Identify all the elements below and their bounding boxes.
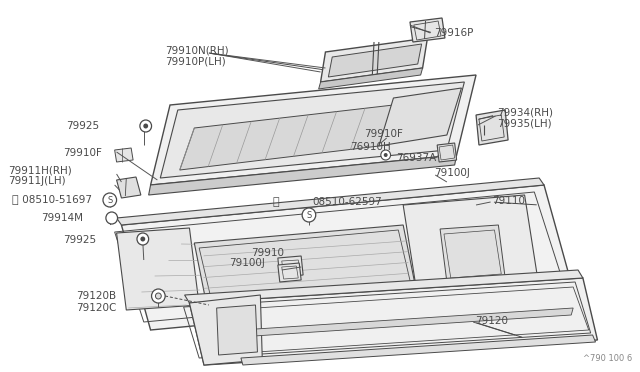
Polygon shape bbox=[321, 38, 428, 82]
Text: 79910P(LH): 79910P(LH) bbox=[165, 56, 226, 66]
Polygon shape bbox=[403, 195, 539, 298]
Text: 79110: 79110 bbox=[493, 196, 525, 206]
Text: 79916P: 79916P bbox=[435, 28, 474, 38]
Polygon shape bbox=[195, 225, 418, 316]
Polygon shape bbox=[115, 148, 133, 162]
Circle shape bbox=[103, 193, 116, 207]
Polygon shape bbox=[437, 143, 456, 162]
Polygon shape bbox=[440, 225, 505, 282]
Polygon shape bbox=[116, 177, 141, 198]
Text: 76937A: 76937A bbox=[396, 153, 436, 163]
Circle shape bbox=[384, 153, 388, 157]
Circle shape bbox=[106, 212, 118, 224]
Polygon shape bbox=[189, 295, 262, 365]
Polygon shape bbox=[239, 308, 573, 337]
Polygon shape bbox=[160, 82, 465, 178]
Text: 79910F: 79910F bbox=[364, 129, 403, 139]
Text: 79910F: 79910F bbox=[63, 148, 102, 158]
Polygon shape bbox=[122, 185, 573, 330]
Polygon shape bbox=[189, 278, 598, 365]
Text: 08510-62597: 08510-62597 bbox=[313, 197, 383, 207]
Text: 79925: 79925 bbox=[63, 235, 96, 245]
Text: 79925: 79925 bbox=[66, 121, 99, 131]
Polygon shape bbox=[148, 155, 456, 195]
Polygon shape bbox=[476, 110, 508, 145]
Text: ^790 100 6: ^790 100 6 bbox=[583, 354, 632, 363]
Polygon shape bbox=[328, 44, 422, 77]
Text: 79120: 79120 bbox=[475, 316, 508, 326]
Text: 79120C: 79120C bbox=[76, 303, 116, 313]
Text: Ⓢ: Ⓢ bbox=[12, 195, 19, 205]
Circle shape bbox=[140, 120, 152, 132]
Text: 79100J: 79100J bbox=[229, 258, 265, 268]
Text: Ⓢ: Ⓢ bbox=[272, 197, 278, 207]
Text: 76910H: 76910H bbox=[349, 142, 390, 152]
Text: 08510-51697: 08510-51697 bbox=[19, 195, 92, 205]
Polygon shape bbox=[150, 75, 476, 185]
Polygon shape bbox=[319, 68, 422, 89]
Text: 79934(RH): 79934(RH) bbox=[497, 107, 554, 117]
Text: 79914M: 79914M bbox=[41, 213, 83, 223]
Polygon shape bbox=[379, 88, 461, 146]
Circle shape bbox=[302, 208, 316, 222]
Text: 79910N(RH): 79910N(RH) bbox=[165, 45, 228, 55]
Circle shape bbox=[381, 150, 390, 160]
Text: S: S bbox=[107, 196, 113, 205]
Polygon shape bbox=[180, 105, 394, 170]
Polygon shape bbox=[410, 18, 445, 42]
Circle shape bbox=[156, 293, 161, 299]
Circle shape bbox=[152, 289, 165, 303]
Polygon shape bbox=[241, 335, 595, 365]
Polygon shape bbox=[116, 228, 199, 310]
Text: S: S bbox=[307, 211, 312, 219]
Text: 79100J: 79100J bbox=[435, 168, 470, 178]
Polygon shape bbox=[278, 256, 303, 277]
Circle shape bbox=[143, 124, 148, 128]
Polygon shape bbox=[278, 263, 301, 282]
Text: 79935(LH): 79935(LH) bbox=[497, 118, 552, 128]
Circle shape bbox=[137, 233, 148, 245]
Text: 79120B: 79120B bbox=[76, 291, 116, 301]
Polygon shape bbox=[116, 178, 544, 225]
Text: 79911H(RH): 79911H(RH) bbox=[8, 165, 72, 175]
Text: 79910: 79910 bbox=[251, 248, 284, 258]
Circle shape bbox=[140, 237, 145, 241]
Text: 79911J(LH): 79911J(LH) bbox=[8, 176, 65, 186]
Polygon shape bbox=[184, 270, 583, 303]
Polygon shape bbox=[217, 305, 257, 355]
